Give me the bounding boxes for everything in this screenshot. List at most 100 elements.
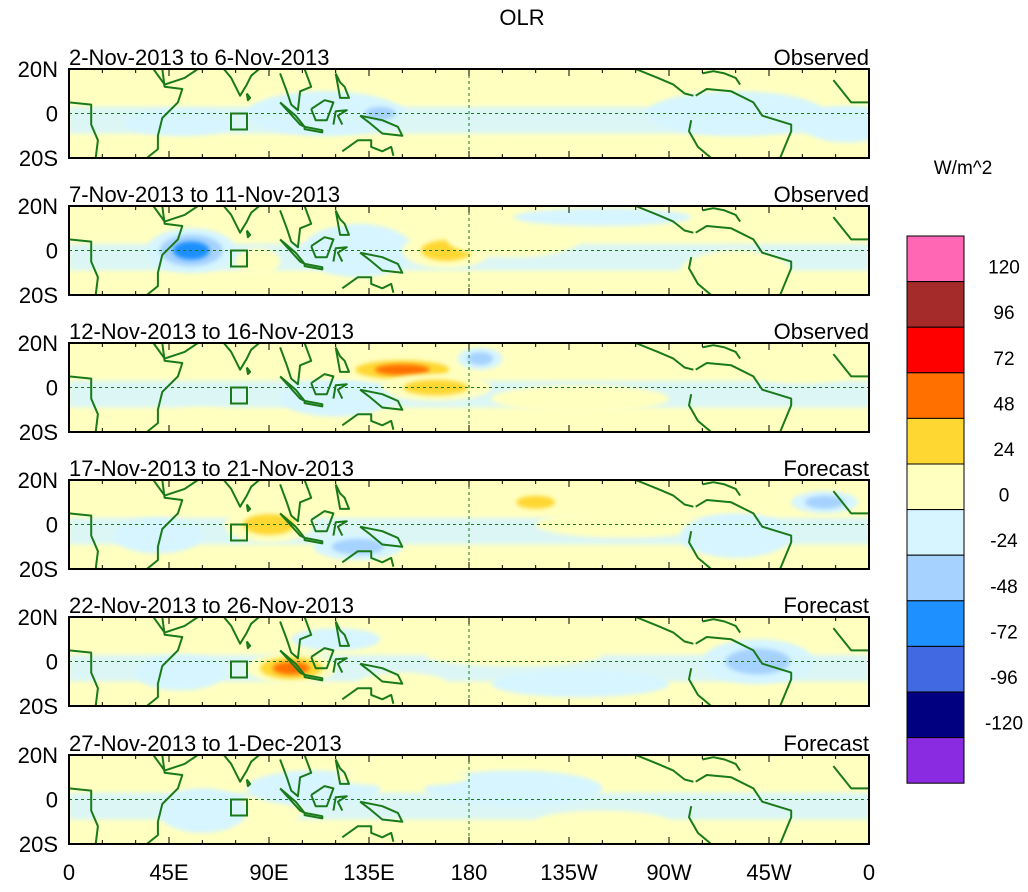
coastline — [303, 811, 324, 820]
coastline — [341, 550, 395, 568]
coastline — [152, 343, 199, 360]
coastlines — [69, 343, 869, 432]
coastline — [359, 525, 404, 548]
coastline — [152, 617, 199, 634]
lat-tick-label: 20N — [18, 194, 58, 219]
coastline — [152, 206, 199, 223]
anomaly-blob — [169, 407, 236, 432]
coastline — [359, 114, 404, 137]
panel-period: 22-Nov-2013 to 26-Nov-2013 — [69, 593, 354, 618]
lat-tick-label: 0 — [46, 788, 58, 813]
coastline — [688, 668, 712, 706]
anomaly-blob — [535, 810, 669, 833]
colorbar-tick-label: 120 — [988, 258, 1020, 279]
coastline — [341, 139, 395, 157]
colorbar-tick-label: 0 — [999, 486, 1010, 507]
colorbar-tick-label: -48 — [990, 577, 1017, 598]
panel-status: Forecast — [783, 593, 869, 618]
coastline — [152, 480, 199, 497]
longitude-axis: 0 45E 90E 135E 180 135W 90W 45W 0 — [63, 860, 875, 885]
coastline — [832, 490, 869, 515]
map-panel: 20N 0 20S 2-Nov-2013 to 6-Nov-2013 Observed — [18, 45, 870, 171]
index-box — [230, 112, 248, 131]
coastline — [303, 262, 324, 271]
coastline — [832, 353, 869, 378]
coastline — [310, 647, 335, 670]
anomaly-blob — [124, 109, 236, 136]
panel-status: Forecast — [783, 731, 869, 756]
coastline — [332, 109, 348, 126]
coastline — [702, 481, 741, 497]
lon-tick-label: 45W — [746, 860, 791, 885]
coastline — [635, 343, 694, 371]
lat-tick-label: 0 — [46, 239, 58, 264]
coastline — [695, 636, 793, 706]
colorbar-tick-label: -120 — [985, 714, 1023, 735]
colorbar-swatch — [906, 417, 965, 465]
coastline — [245, 229, 252, 239]
coastline — [310, 785, 335, 808]
coastline — [688, 257, 712, 295]
index-box — [230, 523, 248, 542]
colorbar-swatch — [906, 235, 965, 283]
coastline — [245, 640, 252, 650]
coastline — [222, 343, 261, 371]
coastline — [146, 206, 184, 295]
coastline — [310, 99, 335, 122]
anomaly-blob — [513, 208, 692, 227]
coastline — [222, 755, 261, 783]
map-panel: 20N 0 20S 22-Nov-2013 to 26-Nov-2013 Forecas… — [18, 593, 870, 719]
index-box — [230, 386, 248, 405]
coastline — [702, 70, 741, 86]
anomaly-blob — [491, 670, 669, 698]
panel-period: 27-Nov-2013 to 1-Dec-2013 — [69, 731, 342, 756]
coastline — [832, 765, 869, 790]
colorbar-units-label: W/m^2 — [934, 158, 993, 179]
coastline — [688, 394, 712, 432]
coastline — [303, 536, 324, 545]
coastline — [702, 207, 741, 223]
lon-tick-label: 90E — [249, 860, 288, 885]
map-panel: 20N 0 20S 7-Nov-2013 to 11-Nov-2013 Observed — [18, 182, 870, 308]
coastline — [702, 618, 741, 634]
anomaly-blob — [680, 250, 792, 295]
coastline — [152, 69, 199, 86]
coastline — [279, 755, 313, 798]
coastline — [695, 88, 793, 158]
coastline — [69, 512, 99, 569]
colorbar-tick-label: -24 — [990, 531, 1018, 552]
coastline — [69, 375, 99, 432]
coastline — [152, 755, 199, 772]
coastline — [69, 238, 99, 295]
panel-status: Observed — [774, 182, 869, 207]
panel-status: Observed — [774, 45, 869, 70]
panel-period: 17-Nov-2013 to 21-Nov-2013 — [69, 456, 354, 481]
lon-tick-label: 90W — [646, 860, 691, 885]
coastline — [334, 209, 350, 236]
coastline — [245, 503, 252, 513]
coastline — [279, 617, 313, 660]
colorbar-tick-label: 72 — [993, 349, 1014, 370]
lat-tick-label: 20N — [18, 743, 58, 768]
lon-tick-label: 0 — [63, 860, 75, 885]
panel-status: Forecast — [783, 456, 869, 481]
coastline — [334, 759, 350, 785]
anomaly-blob — [272, 661, 310, 675]
index-box — [230, 660, 248, 679]
anomaly-blob — [135, 654, 225, 691]
coastline — [359, 800, 404, 823]
coastline — [341, 413, 395, 431]
coastline — [695, 225, 793, 295]
anomaly-blob — [113, 517, 203, 554]
coastlines — [69, 617, 869, 706]
anomaly-blob — [535, 511, 714, 538]
coastline — [635, 617, 694, 645]
coastline — [279, 343, 313, 386]
coastline — [359, 662, 404, 685]
lat-tick-label: 20S — [19, 694, 58, 719]
lat-tick-label: 20N — [18, 468, 58, 493]
coastline — [310, 510, 335, 533]
coastline — [635, 480, 694, 508]
colorbar-swatch — [906, 509, 965, 556]
